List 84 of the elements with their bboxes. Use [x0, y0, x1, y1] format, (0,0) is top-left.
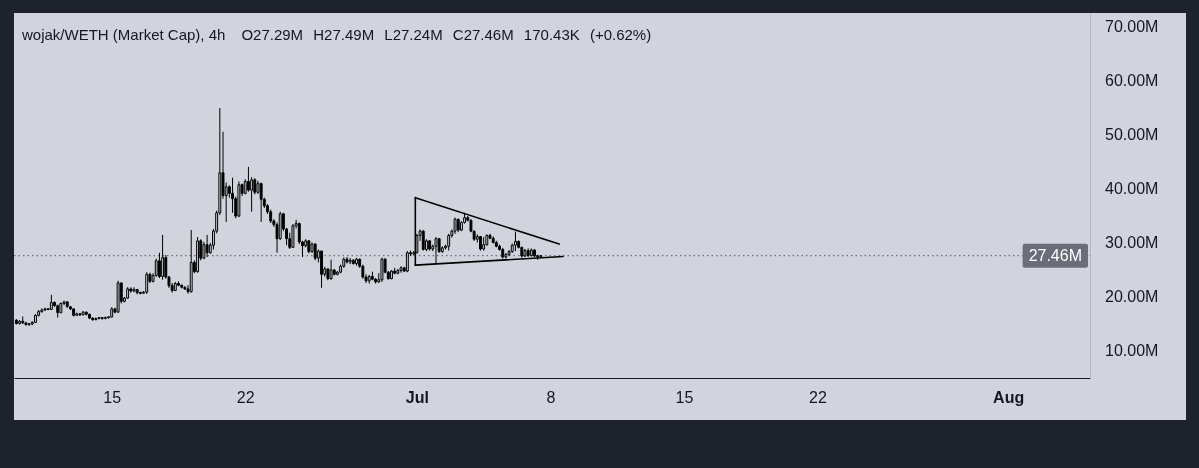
candlestick: [447, 233, 451, 252]
candlestick: [91, 317, 95, 322]
candlestick: [116, 280, 120, 314]
candlestick: [399, 265, 403, 274]
candlestick: [183, 285, 187, 291]
candlestick: [456, 218, 460, 233]
candlestick: [355, 257, 358, 267]
candlestick: [177, 280, 180, 287]
candlestick: [126, 286, 130, 300]
candlestick: [370, 271, 374, 281]
x-tick-label: Aug: [993, 389, 1025, 407]
x-tick-label: 15: [103, 389, 122, 407]
candlestick: [34, 313, 37, 324]
candlestick: [56, 304, 60, 319]
y-tick-label: 50.00M: [1105, 125, 1159, 143]
candlestick: [291, 223, 295, 249]
candlestick: [313, 242, 317, 261]
y-tick-label: 20.00M: [1105, 287, 1159, 305]
candlestick: [494, 240, 498, 248]
candlestick: [65, 300, 69, 309]
candlestick: [453, 217, 457, 235]
candlestick: [161, 234, 165, 281]
candlestick: [329, 259, 333, 281]
candlestick: [81, 310, 85, 316]
candlestick: [390, 269, 393, 280]
x-tick-label: 22: [809, 389, 827, 407]
candlestick: [27, 322, 31, 327]
candlestick: [345, 256, 349, 265]
candlestick: [14, 318, 18, 326]
y-tick-label: 40.00M: [1105, 179, 1159, 197]
candlestick: [415, 233, 419, 254]
candlestick: [180, 284, 184, 289]
candlestick: [351, 258, 355, 266]
ref-line-label: 27.46M: [1028, 247, 1082, 265]
candlestick: [482, 236, 486, 252]
candlestick: [205, 234, 209, 258]
y-tick-label: 10.00M: [1105, 341, 1159, 359]
candlestick: [135, 288, 139, 295]
candlestick: [259, 182, 263, 223]
candlestick: [485, 233, 489, 247]
x-tick-label: 15: [675, 389, 694, 407]
annotation: O27.29M H27.49M L27.24M C27.46M 170.43K (+0.62%): [241, 26, 652, 43]
y-tick-label: 30.00M: [1105, 233, 1159, 251]
candlestick: [40, 307, 44, 314]
candlestick: [75, 312, 79, 317]
candlestick: [97, 316, 101, 320]
candlestick: [237, 180, 241, 218]
candlestick: [479, 235, 482, 252]
candlestick: [405, 250, 409, 273]
candlestick: [59, 301, 63, 314]
candlestick: [43, 307, 47, 312]
x-tick-label: 22: [236, 389, 255, 407]
y-tick-label: 60.00M: [1105, 71, 1159, 89]
candlestick: [348, 257, 352, 265]
candlestick: [342, 257, 346, 269]
candlestick: [367, 274, 371, 285]
candlestick: [231, 177, 234, 214]
candlestick: [189, 229, 193, 294]
candlestick: [491, 236, 495, 245]
text: wojak/WETH (Market Cap), 4h: [21, 26, 226, 43]
x-tick-label: 8: [546, 389, 556, 407]
candlestick: [173, 281, 177, 292]
candlestick: [88, 313, 91, 320]
candlestick: [103, 315, 107, 320]
candlestick: [393, 267, 397, 275]
candlestick: [49, 294, 53, 311]
candlestick: [138, 291, 142, 295]
candlestick: [396, 268, 400, 275]
candlestick: [145, 271, 149, 295]
candlestick: [72, 307, 76, 317]
candlestick: [132, 286, 136, 293]
candlestick: [421, 229, 425, 252]
candlestick: [21, 315, 25, 325]
candlestick: [18, 319, 22, 326]
candlestick: [320, 250, 323, 289]
x-tick-label: Jul: [405, 389, 429, 407]
y-tick-label: 70.00M: [1105, 17, 1159, 35]
candlestick: [196, 236, 200, 274]
candlestick: [307, 239, 311, 254]
candlestick: [428, 239, 432, 252]
candlestick: [380, 257, 384, 283]
candlestick: [84, 311, 88, 316]
candlestick: [94, 317, 98, 321]
candlestick: [110, 306, 114, 319]
